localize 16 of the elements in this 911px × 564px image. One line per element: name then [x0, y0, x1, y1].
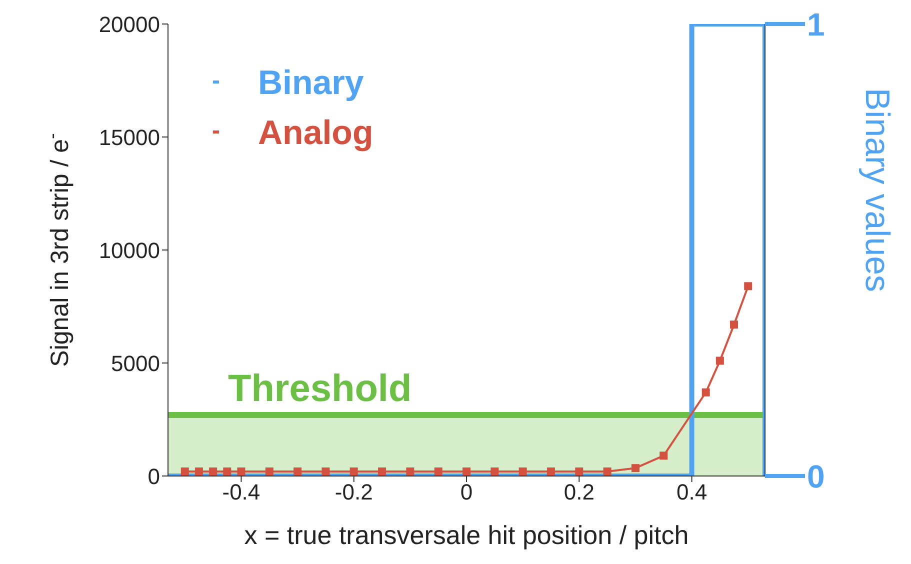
x-axis-title: x = true transversale hit position / pitch: [244, 520, 689, 550]
x-tick-label: 0.2: [564, 480, 594, 505]
y-tick-label: 15000: [98, 124, 160, 150]
y-tick-label: 0: [148, 464, 160, 489]
x-tick-label: 0: [460, 480, 473, 505]
legend-label: Binary: [258, 64, 364, 102]
x-tick-label: 0.4: [676, 480, 708, 505]
y-tick-label: 5000: [111, 350, 160, 376]
x-tick-label: -0.4: [222, 480, 260, 505]
y-tick-label: 10000: [98, 238, 160, 263]
legend-label: Analog: [258, 114, 374, 152]
y2-axis-title: Binary values: [858, 88, 896, 292]
y-tick-label: 20000: [98, 12, 160, 37]
x-tick-label: -0.2: [334, 480, 373, 505]
y2-tick-label: 1: [807, 6, 825, 42]
ref-line-label: Threshold: [228, 368, 412, 410]
